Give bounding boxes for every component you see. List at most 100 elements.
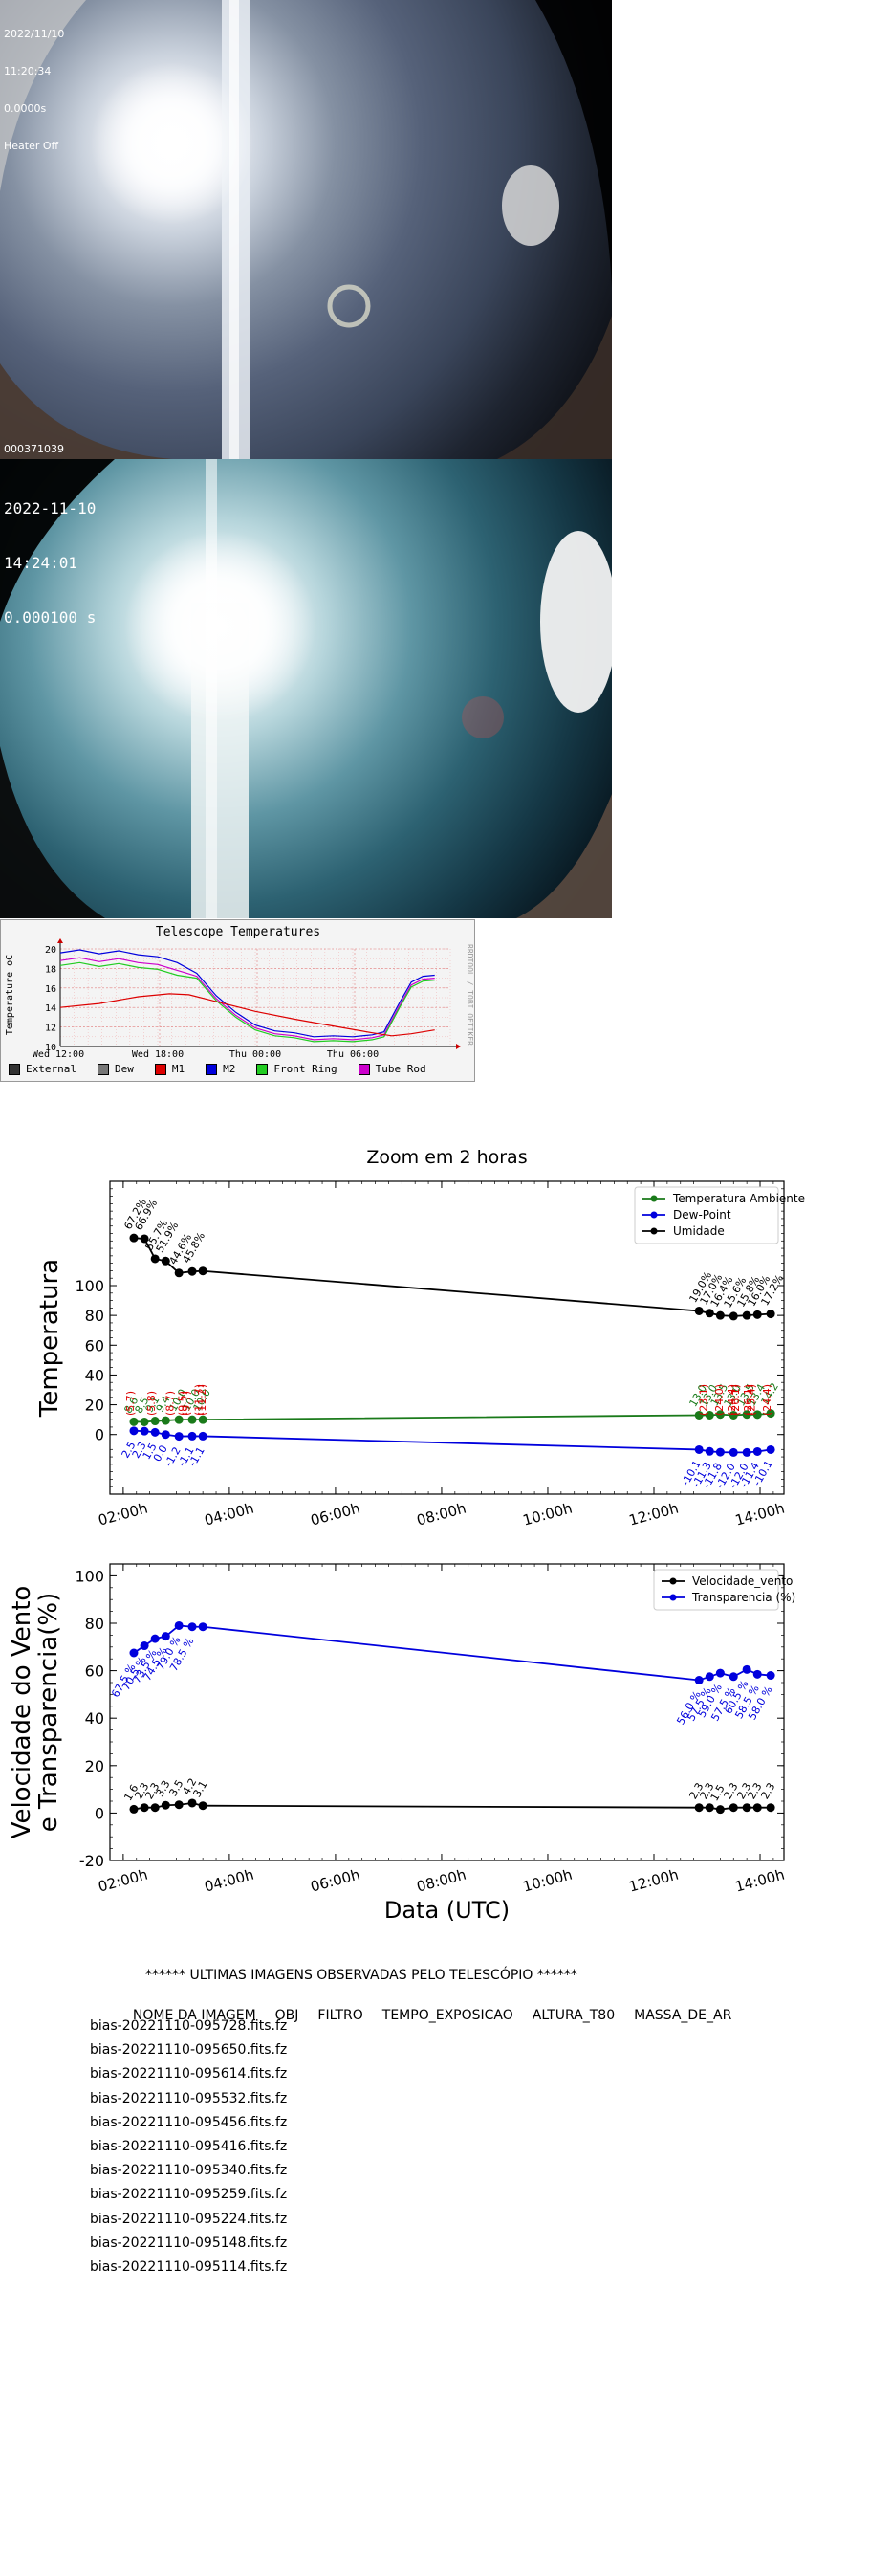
data-point [129,1426,139,1436]
y-axis-label-line: Temperatura [35,1259,64,1418]
header-altitude: ALTURA_T80 [532,2008,616,2023]
legend-swatch [256,1063,269,1075]
telescope-chart-watermark: RRDTOOL / TOBI OETIKER [466,944,474,1046]
data-point [742,1447,751,1457]
data-point [694,1410,704,1420]
annotation-label: (5.7) [124,1391,137,1416]
annotation-label: (9.7) [180,1391,192,1416]
image-list-item: bias-20221110-095650.fits.fz [90,2042,288,2059]
telescope-legend-item: M2 [206,1063,235,1075]
annotation-label: (11.2) [196,1384,208,1416]
data-point [715,1668,725,1678]
data-point [161,1800,170,1810]
allsky-camera-image-1: 2022/11/10 11:20:34 0.0000s Heater Off 0… [0,0,612,459]
chart-title: Zoom em 2 horas [366,1147,527,1168]
data-point [174,1620,184,1630]
data-point [729,1410,738,1420]
legend-marker [669,1577,677,1585]
x-tick-label: 06:00h [309,1500,362,1530]
data-point [742,1664,751,1674]
data-point [752,1310,762,1319]
telescope-x-tick: Thu 00:00 [229,1049,281,1059]
y-axis-label-line: Velocidade do Vento [8,1586,36,1839]
data-point [129,1233,139,1243]
camera1-date: 2022/11/10 [4,28,65,40]
annotation-label: (24.0) [713,1384,726,1416]
data-point [150,1803,160,1813]
data-point [140,1234,149,1244]
data-point [729,1803,738,1813]
data-point [766,1671,775,1681]
y-tick-label: -20 [79,1852,104,1870]
image-list-item: bias-20221110-095340.fits.fz [90,2163,288,2179]
data-point [729,1311,738,1321]
header-airmass: MASSA_DE_AR [634,2008,732,2023]
data-point [752,1669,762,1679]
header-object: OBJ [274,2008,299,2023]
y-tick-label: 40 [85,1709,104,1728]
annotation-label: (24.4) [761,1384,773,1416]
data-point [198,1622,207,1632]
data-point [715,1410,725,1420]
x-tick-label: 10:00h [521,1866,575,1896]
data-point [729,1672,738,1682]
telescope-curve-tube-rod [59,957,435,1041]
x-tick-label: 14:00h [733,1866,787,1896]
telescope-y-tick: 10 [45,1043,56,1053]
legend-label: Dew-Point [673,1208,731,1222]
header-image-name: NOME DA IMAGEM [132,2008,256,2023]
data-point [752,1446,762,1456]
camera1-footer: 000371039 [4,443,64,455]
y-tick-label: 80 [85,1615,104,1633]
data-label: 2.3 [758,1781,777,1802]
series-line-2 [133,1237,772,1317]
telescope-x-arrow [456,1044,461,1049]
telescope-curve-m1 [59,993,435,1037]
data-point [187,1415,197,1424]
telescope-legend-item: M1 [154,1063,185,1075]
legend-box [653,1569,779,1611]
legend-label: Front Ring [273,1063,337,1075]
allsky-scene-1 [0,0,612,459]
telescope-temperatures-panel: Telescope Temperatures Temperature oC RR… [0,919,475,1082]
telescope-y-tick: 14 [45,1003,56,1014]
y-tick-label: 0 [95,1426,104,1444]
camera1-time: 11:20:34 [4,65,52,77]
data-point [161,1430,170,1440]
telescope-legend-item: Tube Rod [358,1063,426,1075]
data-point [161,1256,170,1266]
data-point [161,1632,170,1641]
data-point [694,1306,704,1315]
data-point [705,1446,714,1456]
data-point [715,1805,725,1815]
data-point [161,1416,170,1425]
telescope-y-tick: 18 [45,964,56,975]
legend-marker [650,1211,658,1219]
allsky-camera-image-2: 2022-11-10 14:24:01 0.000100 s [0,459,612,918]
legend-label: Temperatura Ambiente [672,1192,805,1205]
x-tick-label: 08:00h [415,1866,468,1896]
legend-swatch [9,1063,20,1075]
data-point [140,1641,149,1651]
data-point [198,1415,207,1424]
telescope-curve-m2 [59,949,435,1038]
image-list-item: bias-20221110-095114.fits.fz [90,2259,288,2275]
image-list-item: bias-20221110-095259.fits.fz [90,2187,288,2203]
data-point [705,1803,714,1813]
telescope-chart-title: Telescope Temperatures [156,925,320,939]
data-point [174,1432,184,1442]
legend-label: Velocidade_vento [692,1574,793,1588]
legend-box [634,1186,779,1244]
annotation-label: (11.7) [192,1384,205,1416]
data-point [766,1803,775,1813]
data-point [140,1426,149,1436]
data-point [752,1803,762,1813]
data-point [129,1648,139,1658]
telescope-curve-front-ring [59,961,435,1043]
image-list-item: bias-20221110-095148.fits.fz [90,2235,288,2251]
data-point [705,1410,714,1420]
data-point [174,1415,184,1424]
data-point [187,1266,197,1276]
telescope-y-tick: 16 [45,984,56,995]
annotation-label: (25.4) [745,1384,757,1416]
